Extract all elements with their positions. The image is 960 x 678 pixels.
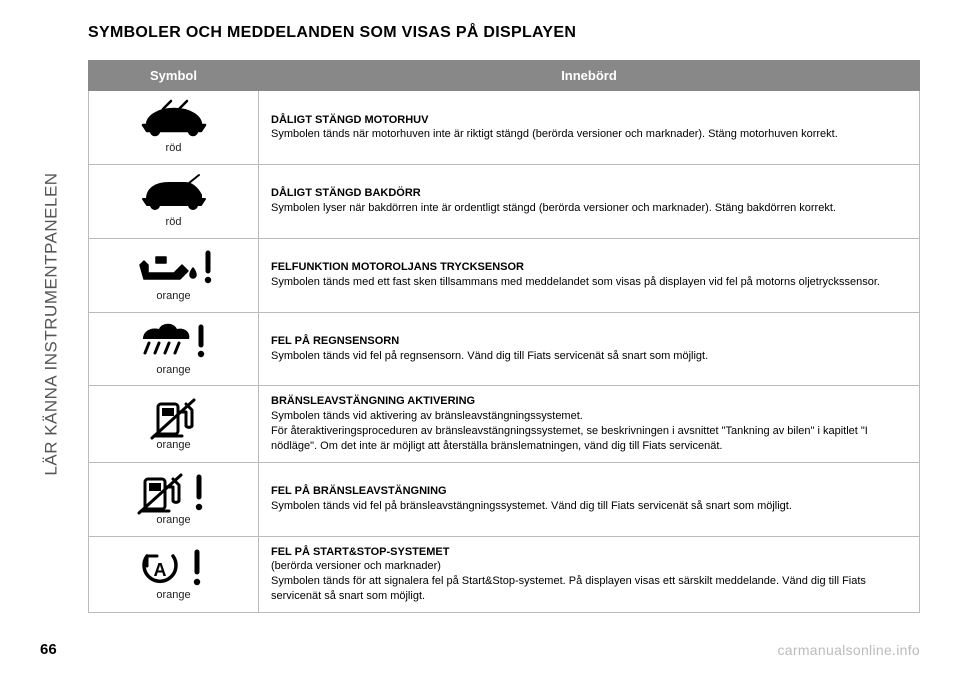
- symbol-color-label: orange: [101, 513, 246, 528]
- symbol-body: Symbolen tänds vid fel på bränsleavstäng…: [271, 500, 792, 512]
- table-row: röd DÅLIGT STÄNGD MOTORHUV Symbolen tänd…: [89, 91, 920, 165]
- table-row: röd DÅLIGT STÄNGD BAKDÖRR Symbolen lyser…: [89, 164, 920, 238]
- car-hood-open-icon: [101, 99, 246, 139]
- oil-can-warning-icon: [101, 247, 246, 287]
- table-row: orange BRÄNSLEAVSTÄNGNING AKTIVERING Sym…: [89, 386, 920, 462]
- symbol-body: Symbolen tänds med ett fast sken tillsam…: [271, 276, 880, 288]
- table-row: A orange FEL PÅ START&STOP-SYSTEMET (ber…: [89, 536, 920, 612]
- symbol-body: Symbolen tänds vid aktivering av bränsle…: [271, 410, 868, 452]
- table-header-meaning: Innebörd: [259, 61, 920, 91]
- page-number: 66: [40, 641, 57, 658]
- symbol-description: DÅLIGT STÄNGD MOTORHUV Symbolen tänds nä…: [259, 91, 920, 165]
- watermark: carmanualsonline.info: [778, 642, 921, 658]
- symbol-description: FELFUNKTION MOTOROLJANS TRYCKSENSOR Symb…: [259, 238, 920, 312]
- table-row: orange FELFUNKTION MOTOROLJANS TRYCKSENS…: [89, 238, 920, 312]
- section-side-label-text: LÄR KÄNNA INSTRUMENTPANELEN: [42, 172, 62, 475]
- page-title: SYMBOLER OCH MEDDELANDEN SOM VISAS PÅ DI…: [88, 24, 920, 42]
- symbol-color-label: orange: [101, 588, 246, 603]
- symbol-heading: FEL PÅ BRÄNSLEAVSTÄNGNING: [271, 485, 447, 497]
- start-stop-fault-icon: A: [101, 546, 246, 586]
- symbol-body: Symbolen tänds när motorhuven inte är ri…: [271, 128, 838, 140]
- symbol-body: (berörda versioner och marknader)Symbole…: [271, 560, 866, 602]
- symbol-body: Symbolen tänds vid fel på regnsensorn. V…: [271, 350, 708, 362]
- symbol-heading: FEL PÅ START&STOP-SYSTEMET: [271, 546, 449, 558]
- symbol-body: Symbolen lyser när bakdörren inte är ord…: [271, 202, 836, 214]
- symbol-description: FEL PÅ REGNSENSORN Symbolen tänds vid fe…: [259, 312, 920, 386]
- symbol-color-label: röd: [101, 141, 246, 156]
- symbol-heading: DÅLIGT STÄNGD BAKDÖRR: [271, 187, 421, 199]
- fuel-cutoff-icon: [101, 396, 246, 436]
- rain-sensor-warning-icon: [101, 321, 246, 361]
- symbol-heading: FEL PÅ REGNSENSORN: [271, 335, 399, 347]
- symbol-color-label: orange: [101, 363, 246, 378]
- symbol-heading: FELFUNKTION MOTOROLJANS TRYCKSENSOR: [271, 261, 524, 273]
- table-row: orange FEL PÅ REGNSENSORN Symbolen tänds…: [89, 312, 920, 386]
- symbol-description: BRÄNSLEAVSTÄNGNING AKTIVERING Symbolen t…: [259, 386, 920, 462]
- table-header-symbol: Symbol: [89, 61, 259, 91]
- section-side-label: LÄR KÄNNA INSTRUMENTPANELEN: [40, 24, 68, 584]
- symbol-color-label: orange: [101, 438, 246, 453]
- symbol-heading: BRÄNSLEAVSTÄNGNING AKTIVERING: [271, 395, 475, 407]
- table-row: orange FEL PÅ BRÄNSLEAVSTÄNGNING Symbole…: [89, 462, 920, 536]
- fuel-system-fault-icon: [101, 471, 246, 511]
- svg-text:A: A: [153, 560, 166, 580]
- symbol-heading: DÅLIGT STÄNGD MOTORHUV: [271, 114, 428, 126]
- car-trunk-open-icon: [101, 173, 246, 213]
- symbol-description: DÅLIGT STÄNGD BAKDÖRR Symbolen lyser när…: [259, 164, 920, 238]
- symbol-description: FEL PÅ BRÄNSLEAVSTÄNGNING Symbolen tänds…: [259, 462, 920, 536]
- symbol-description: FEL PÅ START&STOP-SYSTEMET (berörda vers…: [259, 536, 920, 612]
- symbol-color-label: orange: [101, 289, 246, 304]
- symbols-table: Symbol Innebörd: [88, 60, 920, 613]
- symbol-color-label: röd: [101, 215, 246, 230]
